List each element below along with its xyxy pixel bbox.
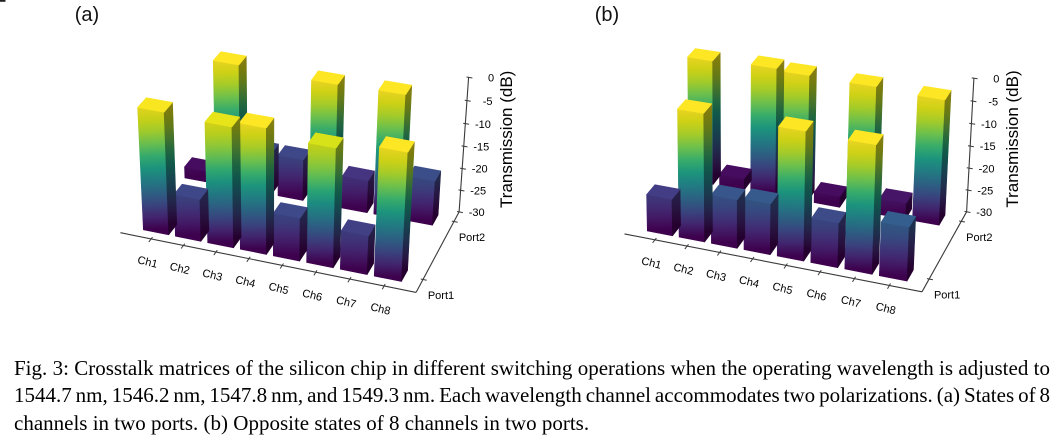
svg-text:-20: -20 bbox=[979, 163, 995, 175]
svg-text:-15: -15 bbox=[980, 141, 996, 153]
svg-text:Ch6: Ch6 bbox=[301, 288, 323, 305]
svg-text:-5: -5 bbox=[483, 96, 493, 108]
svg-text:Ch3: Ch3 bbox=[705, 268, 727, 285]
svg-text:Ch7: Ch7 bbox=[335, 294, 357, 311]
svg-text:Ch8: Ch8 bbox=[874, 301, 896, 318]
svg-text:Ch6: Ch6 bbox=[805, 287, 827, 304]
svg-text:(a): (a) bbox=[75, 4, 99, 26]
svg-text:(b): (b) bbox=[595, 4, 619, 26]
svg-text:Transmission (dB): Transmission (dB) bbox=[1003, 70, 1022, 207]
svg-text:Ch4: Ch4 bbox=[738, 274, 760, 291]
svg-text:Ch2: Ch2 bbox=[672, 262, 694, 279]
svg-text:-30: -30 bbox=[469, 207, 485, 219]
svg-text:-10: -10 bbox=[475, 119, 491, 131]
svg-text:Ch1: Ch1 bbox=[136, 254, 158, 271]
svg-text:-15: -15 bbox=[473, 142, 489, 154]
svg-text:-5: -5 bbox=[988, 96, 998, 108]
svg-text:Ch5: Ch5 bbox=[771, 281, 793, 298]
svg-text:-25: -25 bbox=[470, 186, 486, 198]
svg-text:Ch8: Ch8 bbox=[369, 301, 391, 318]
svg-text:Port1: Port1 bbox=[934, 290, 960, 302]
svg-text:-25: -25 bbox=[977, 185, 993, 197]
svg-text:Ch1: Ch1 bbox=[640, 255, 662, 272]
svg-text:0: 0 bbox=[488, 73, 494, 85]
svg-text:Ch5: Ch5 bbox=[267, 281, 289, 298]
svg-text:0: 0 bbox=[993, 73, 999, 85]
svg-text:-30: -30 bbox=[976, 207, 992, 219]
svg-text:Port2: Port2 bbox=[459, 232, 485, 244]
svg-text:-20: -20 bbox=[472, 164, 488, 176]
svg-text:-10: -10 bbox=[981, 119, 997, 131]
svg-text:Transmission (dB): Transmission (dB) bbox=[497, 71, 516, 208]
svg-text:Port2: Port2 bbox=[966, 232, 992, 244]
svg-text:Ch3: Ch3 bbox=[201, 267, 223, 284]
svg-text:Port1: Port1 bbox=[428, 290, 454, 302]
svg-text:Ch7: Ch7 bbox=[840, 294, 862, 311]
svg-text:Ch4: Ch4 bbox=[234, 274, 256, 291]
svg-text:Ch2: Ch2 bbox=[168, 261, 190, 278]
